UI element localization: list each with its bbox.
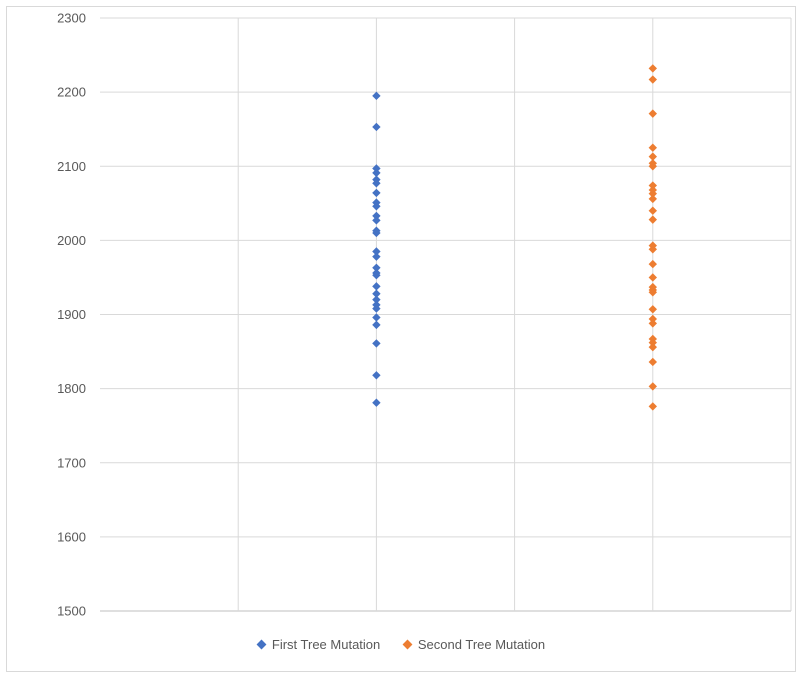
data-point-series-1-2 bbox=[372, 122, 381, 132]
legend: First Tree Mutation Second Tree Mutation bbox=[0, 636, 803, 652]
data-point-series-1-28 bbox=[372, 398, 381, 407]
data-points bbox=[372, 64, 657, 411]
data-point-series-1-19 bbox=[372, 282, 381, 291]
data-point-series-2-12 bbox=[648, 206, 657, 215]
data-point-series-1-11 bbox=[372, 216, 381, 225]
data-point-series-1-13 bbox=[372, 228, 381, 238]
y-tick-label-1700: 1700 bbox=[57, 455, 86, 470]
data-point-series-1-6 bbox=[372, 179, 381, 188]
data-point-series-1-9 bbox=[372, 202, 381, 211]
data-point-series-2-26 bbox=[648, 342, 657, 352]
legend-marker-series-2 bbox=[402, 639, 413, 650]
data-point-series-1-24 bbox=[372, 313, 381, 322]
data-point-series-2-10 bbox=[648, 189, 657, 198]
data-point-series-2-8 bbox=[648, 181, 657, 190]
y-axis-tick-labels: 1500 1600 1700 1800 1900 2000 2100 2200 2300 bbox=[57, 11, 86, 619]
data-point-series-1-15 bbox=[372, 252, 381, 261]
data-point-series-2-2 bbox=[648, 75, 657, 84]
data-point-series-2-16 bbox=[648, 259, 657, 269]
data-point-series-1-4 bbox=[372, 168, 381, 178]
data-point-series-2-3 bbox=[648, 109, 657, 118]
chart-frame bbox=[6, 6, 796, 672]
data-point-series-2-15 bbox=[648, 245, 657, 254]
data-point-series-2-17 bbox=[648, 273, 657, 282]
y-tick-label-2100: 2100 bbox=[57, 159, 86, 174]
data-point-series-1-10 bbox=[372, 211, 381, 221]
data-point-series-2-5 bbox=[648, 152, 657, 161]
data-point-series-2-20 bbox=[648, 288, 657, 297]
data-point-series-2-4 bbox=[648, 143, 657, 152]
data-point-series-1-21 bbox=[372, 295, 381, 304]
y-tick-label-1900: 1900 bbox=[57, 307, 86, 322]
legend-item-series-2: Second Tree Mutation bbox=[402, 637, 546, 652]
data-point-series-1-3 bbox=[372, 164, 381, 173]
data-point-series-2-21 bbox=[648, 305, 657, 314]
data-point-series-1-25 bbox=[372, 320, 381, 330]
y-tick-label-2200: 2200 bbox=[57, 85, 86, 100]
data-point-series-1-27 bbox=[372, 371, 381, 380]
legend-marker-series-1 bbox=[256, 639, 267, 650]
data-point-series-2-1 bbox=[648, 64, 657, 73]
data-point-series-2-25 bbox=[648, 338, 657, 347]
data-point-series-2-13 bbox=[648, 215, 657, 224]
y-tick-label-2300: 2300 bbox=[57, 11, 86, 26]
legend-label-series-1: First Tree Mutation bbox=[271, 637, 381, 652]
data-point-series-1-14 bbox=[372, 247, 381, 256]
data-point-series-2-23 bbox=[648, 319, 657, 328]
data-point-series-2-7 bbox=[648, 162, 657, 171]
data-point-series-1-16 bbox=[372, 263, 381, 273]
data-point-series-1-18 bbox=[372, 271, 381, 280]
gridlines bbox=[100, 17, 792, 612]
data-point-series-2-22 bbox=[648, 314, 657, 324]
data-point-series-1-1 bbox=[372, 91, 381, 101]
data-point-series-1-26 bbox=[372, 339, 381, 348]
data-point-series-1-20 bbox=[372, 289, 381, 298]
data-point-series-2-29 bbox=[648, 402, 657, 411]
data-point-series-2-11 bbox=[648, 194, 657, 204]
y-tick-label-1600: 1600 bbox=[57, 529, 86, 544]
data-point-series-1-7 bbox=[372, 188, 381, 198]
data-point-series-2-27 bbox=[648, 357, 657, 367]
legend-label-series-2: Second Tree Mutation bbox=[417, 637, 546, 652]
y-tick-label-2000: 2000 bbox=[57, 233, 86, 248]
y-tick-label-1500: 1500 bbox=[57, 604, 86, 619]
data-point-series-1-23 bbox=[372, 304, 381, 313]
legend-item-series-1: First Tree Mutation bbox=[256, 637, 381, 652]
data-point-series-2-28 bbox=[648, 382, 657, 391]
y-tick-label-1800: 1800 bbox=[57, 381, 86, 396]
